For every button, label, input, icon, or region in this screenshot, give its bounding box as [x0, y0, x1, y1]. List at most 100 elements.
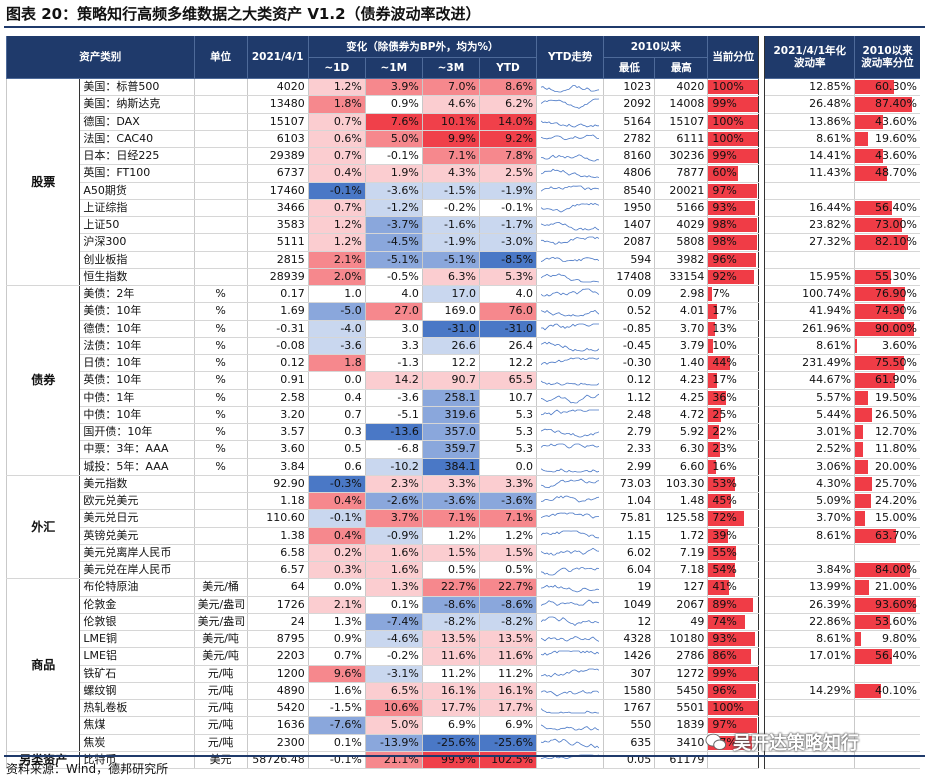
high-value: 125.58 [654, 509, 708, 528]
low-value: 75.81 [603, 509, 655, 528]
ytd-sparkline [536, 284, 604, 304]
change-ytd: 14.0% [478, 113, 537, 131]
ytd-sparkline [536, 113, 604, 131]
unit: % [193, 371, 248, 390]
change-m3: -1.5% [421, 182, 480, 200]
asset-name: 美债：10年 [79, 302, 195, 321]
change-d1: 1.2% [307, 216, 366, 235]
current-value: 6.57 [246, 561, 309, 580]
unit: % [193, 320, 248, 338]
high-value: 4.25 [654, 389, 708, 407]
unit [193, 113, 248, 131]
header-1m: ~1M [364, 57, 423, 79]
column-gap [758, 371, 766, 389]
percentile-bar [708, 114, 759, 129]
percentile-cell: 13% [707, 320, 759, 338]
unit [193, 527, 248, 545]
change-ytd: 5.3 [478, 406, 537, 425]
table-row: 法国：CAC40 6103 0.6% 5.0% 9.9% 9.2% 2782 6111 100%… [7, 130, 920, 149]
percentile-text: 99% [712, 149, 737, 163]
change-d1: 1.3% [307, 613, 366, 632]
current-value: 17460 [246, 182, 309, 200]
percentile-bar [708, 373, 717, 388]
change-ytd: 11.6% [478, 647, 537, 666]
ytd-sparkline [536, 302, 604, 321]
vol-percentile-bar [855, 200, 892, 215]
percentile-bar [708, 701, 759, 716]
low-value: 17408 [603, 268, 655, 287]
change-d1: -7.6% [307, 716, 366, 735]
annual-vol: 3.84% [764, 561, 855, 580]
current-value: 1636 [246, 716, 309, 735]
current-value: 5420 [246, 699, 309, 718]
percentile-text: 92% [712, 269, 737, 283]
table-row: 中债：10年% 3.20 0.7 -5.1 319.6 5.3 2.48 4.72 25% 5.4… [7, 406, 920, 425]
percentile-text: 55% [712, 545, 737, 559]
percentile-bar [708, 390, 727, 405]
vol-percentile-bar [855, 304, 904, 319]
change-m3: 359.7 [421, 440, 480, 459]
low-value: 2782 [603, 130, 655, 149]
unit: 美元/吨 [193, 647, 248, 666]
current-value: -0.31 [246, 320, 309, 338]
annual-vol: 23.82% [764, 216, 855, 235]
annual-vol: 22.86% [764, 613, 855, 632]
percentile-text: 7% [712, 287, 730, 301]
unit [193, 130, 248, 149]
unit [193, 509, 248, 528]
vol-percentile-text: 61.90% [875, 373, 917, 387]
percentile-text: 16% [712, 459, 737, 473]
low-value: 5164 [603, 113, 655, 131]
low-value: 4806 [603, 164, 655, 183]
asset-name: 中债：10年 [79, 406, 195, 425]
header-ytd: YTD [478, 57, 537, 79]
low-value: 73.03 [603, 474, 655, 494]
change-m3: 16.1% [421, 682, 480, 701]
unit: 元/吨 [193, 665, 248, 683]
unit [193, 544, 248, 563]
ytd-sparkline [536, 440, 604, 459]
percentile-bar [708, 580, 729, 595]
ytd-sparkline [536, 561, 604, 580]
annual-vol: 231.49% [764, 354, 855, 373]
column-gap [758, 647, 766, 665]
unit: % [193, 354, 248, 373]
change-m1: 4.0 [364, 284, 423, 304]
footer-rule [4, 755, 925, 757]
change-ytd: 76.0 [478, 302, 537, 321]
current-value: 4020 [246, 77, 309, 97]
annual-vol: 15.95% [764, 268, 855, 287]
high-value: 49 [654, 613, 708, 632]
change-d1: 0.9% [307, 630, 366, 649]
change-m3: -0.2% [421, 199, 480, 218]
unit [193, 199, 248, 218]
change-ytd: 22.7% [478, 578, 537, 597]
percentile-cell: 54% [707, 561, 759, 580]
column-gap [758, 440, 766, 458]
annual-vol [764, 699, 855, 718]
header-vol: 2021/4/1年化波动率 [764, 36, 855, 79]
percentile-text: 41% [712, 580, 737, 594]
change-d1: 1.8% [307, 95, 366, 114]
vol-percentile-text: 19.60% [875, 131, 917, 145]
change-ytd: 10.7 [478, 389, 537, 407]
change-m3: -8.6% [421, 596, 480, 614]
low-value: 550 [603, 716, 655, 735]
current-value: 110.60 [246, 509, 309, 528]
high-value: 1839 [654, 716, 708, 735]
asset-name: 城投：5年：AAA [79, 458, 195, 476]
column-gap [758, 527, 766, 545]
change-m3: 384.1 [421, 458, 480, 476]
header-low: 最低 [603, 57, 655, 79]
change-d1: 0.7% [307, 147, 366, 166]
percentile-bar [708, 632, 755, 647]
change-m3: 9.9% [421, 130, 480, 149]
change-m1: 5.0% [364, 716, 423, 735]
unit [193, 268, 248, 287]
table-row: 中票：3年：AAA% 3.60 0.5 -6.8 359.7 5.3 2.33 6.30 23%… [7, 440, 920, 459]
current-value: 24 [246, 613, 309, 632]
column-gap [758, 337, 766, 355]
asset-name: 伦敦金 [79, 596, 195, 614]
unit: 元/吨 [193, 682, 248, 701]
asset-name: 上证综指 [79, 199, 195, 218]
